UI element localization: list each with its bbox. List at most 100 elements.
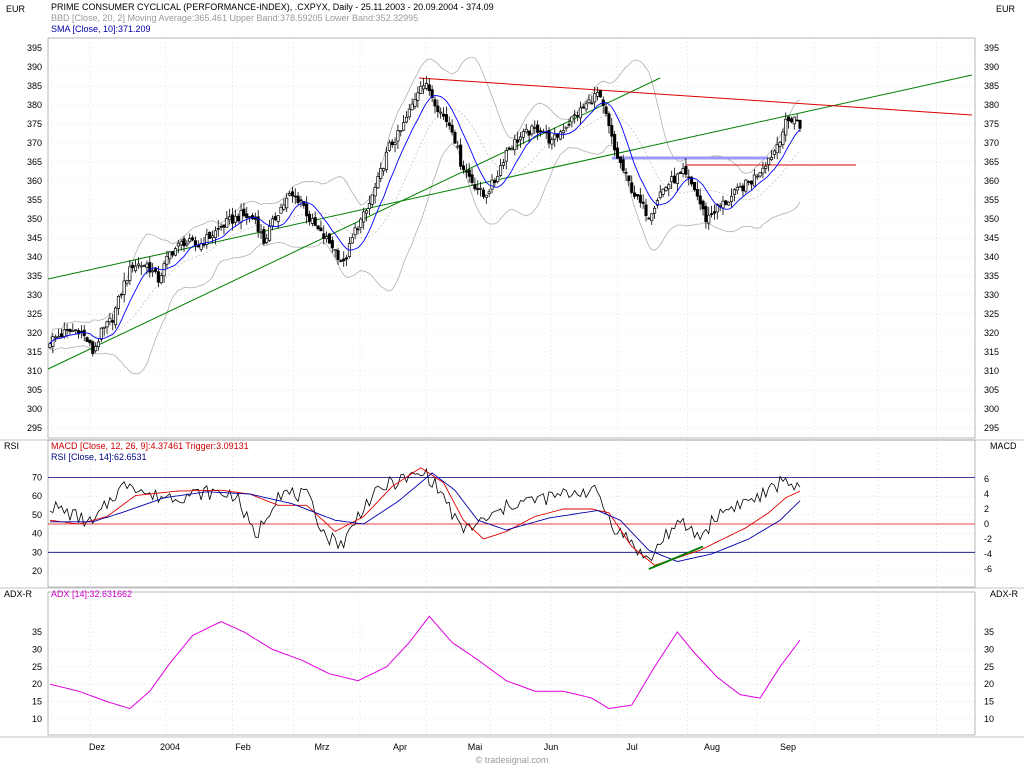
candle-body [310,218,314,224]
candle-body [479,187,483,190]
adx-panel [47,591,976,736]
candle-body [339,260,343,262]
candle-body [744,179,748,192]
candle-body [193,240,197,246]
candle-body [721,200,725,209]
candle-body [467,169,471,177]
candle-body [68,328,72,332]
candle-body [795,119,799,122]
candle-body [273,216,277,221]
candle-body [105,321,109,328]
candle-body [570,116,574,123]
candle-body [470,174,474,183]
rsi-tick-label: 30 [32,547,42,557]
y-tick-label-left: 300 [27,404,42,414]
candle-body [208,231,212,239]
candle-body [265,237,269,243]
bbd-legend[interactable]: BBD [Close, 20, 2] Moving Average:365.46… [51,13,418,23]
candle-body [730,195,734,202]
y-tick-label-right: 340 [984,252,999,262]
adx-tick-label-left: 35 [32,627,42,637]
y-tick-label-right: 395 [984,43,999,53]
candle-body [724,200,728,205]
macd-legend[interactable]: MACD [Close, 12, 26, 9]:4.37461 Trigger:… [51,441,249,451]
candle-body [145,263,149,268]
rsi-legend[interactable]: RSI [Close, 14]:62.6531 [51,452,147,462]
adx-tick-label-right: 15 [984,697,994,707]
candle-body [108,317,112,323]
candle-body [710,213,714,216]
x-tick-label: Jun [544,742,559,752]
candle-body [225,218,229,228]
candle-body [732,189,736,195]
candle-body [459,144,463,167]
x-tick-label: Jul [626,742,638,752]
candle-body [422,85,426,90]
y-tick-label-right: 345 [984,233,999,243]
y-tick-label-right: 365 [984,157,999,167]
candle-body [96,341,101,348]
candle-body [322,233,326,239]
candle-body [230,214,235,224]
candle-body [325,236,329,240]
candle-body [538,130,543,133]
candle-body [384,151,389,170]
candle-body [404,116,409,123]
adx-tick-label-right: 30 [984,644,994,654]
candle-body [313,217,317,226]
adx-line [49,615,801,710]
candle-body [305,203,309,217]
candle-body [216,227,220,230]
adx-tick-label-left: 10 [32,714,42,724]
candle-body [516,139,520,143]
candle-body [116,296,120,309]
candle-body [576,115,580,117]
y-tick-label-left: 295 [27,423,42,433]
x-tick-label: Sep [780,742,796,752]
candle-body [681,168,685,174]
candle-body [630,182,634,193]
candle-body [761,167,765,174]
candle-body [501,162,505,166]
y-tick-label-left: 340 [27,252,42,262]
candle-body [356,228,360,231]
candle-body [74,329,78,332]
candle-body [327,233,332,244]
candle-body [245,213,249,219]
candle-body [444,114,448,122]
candle-body [290,191,294,197]
macd-tick-label: -2 [984,534,992,544]
candle-body [168,251,172,260]
candle-body [792,116,796,125]
y-tick-label-left: 395 [27,43,42,53]
x-tick-label: Mai [468,742,483,752]
candle-body [182,238,186,247]
candle-body [584,103,588,110]
candle-body [635,194,640,197]
candle-body [276,215,280,222]
candle-body [279,206,283,214]
macd-tick-label: 4 [984,489,989,499]
candle-body [76,330,81,335]
candle-body [307,213,312,222]
bollinger-lower-band [49,142,801,375]
candle-body [655,200,659,206]
y-tick-label-right: 350 [984,214,999,224]
adx-tick-label-right: 35 [984,627,994,637]
candle-body [196,245,200,248]
candle-body [136,263,140,266]
y-tick-label-right: 300 [984,404,999,414]
adx-legend[interactable]: ADX [14]:32.631662 [51,589,132,599]
candle-body [165,256,169,265]
candle-body [644,204,648,216]
candle-body [641,201,645,204]
candle-body [282,204,286,210]
y-tick-label-left: 315 [27,347,42,357]
candle-body [242,208,246,216]
candle-body [156,271,160,283]
candle-body [587,99,591,103]
sma-legend[interactable]: SMA [Close, 10]:371.209 [51,24,151,34]
macd-tick-label: 6 [984,474,989,484]
rsi-panel-left-label: RSI [4,441,19,451]
candle-body [664,187,668,192]
